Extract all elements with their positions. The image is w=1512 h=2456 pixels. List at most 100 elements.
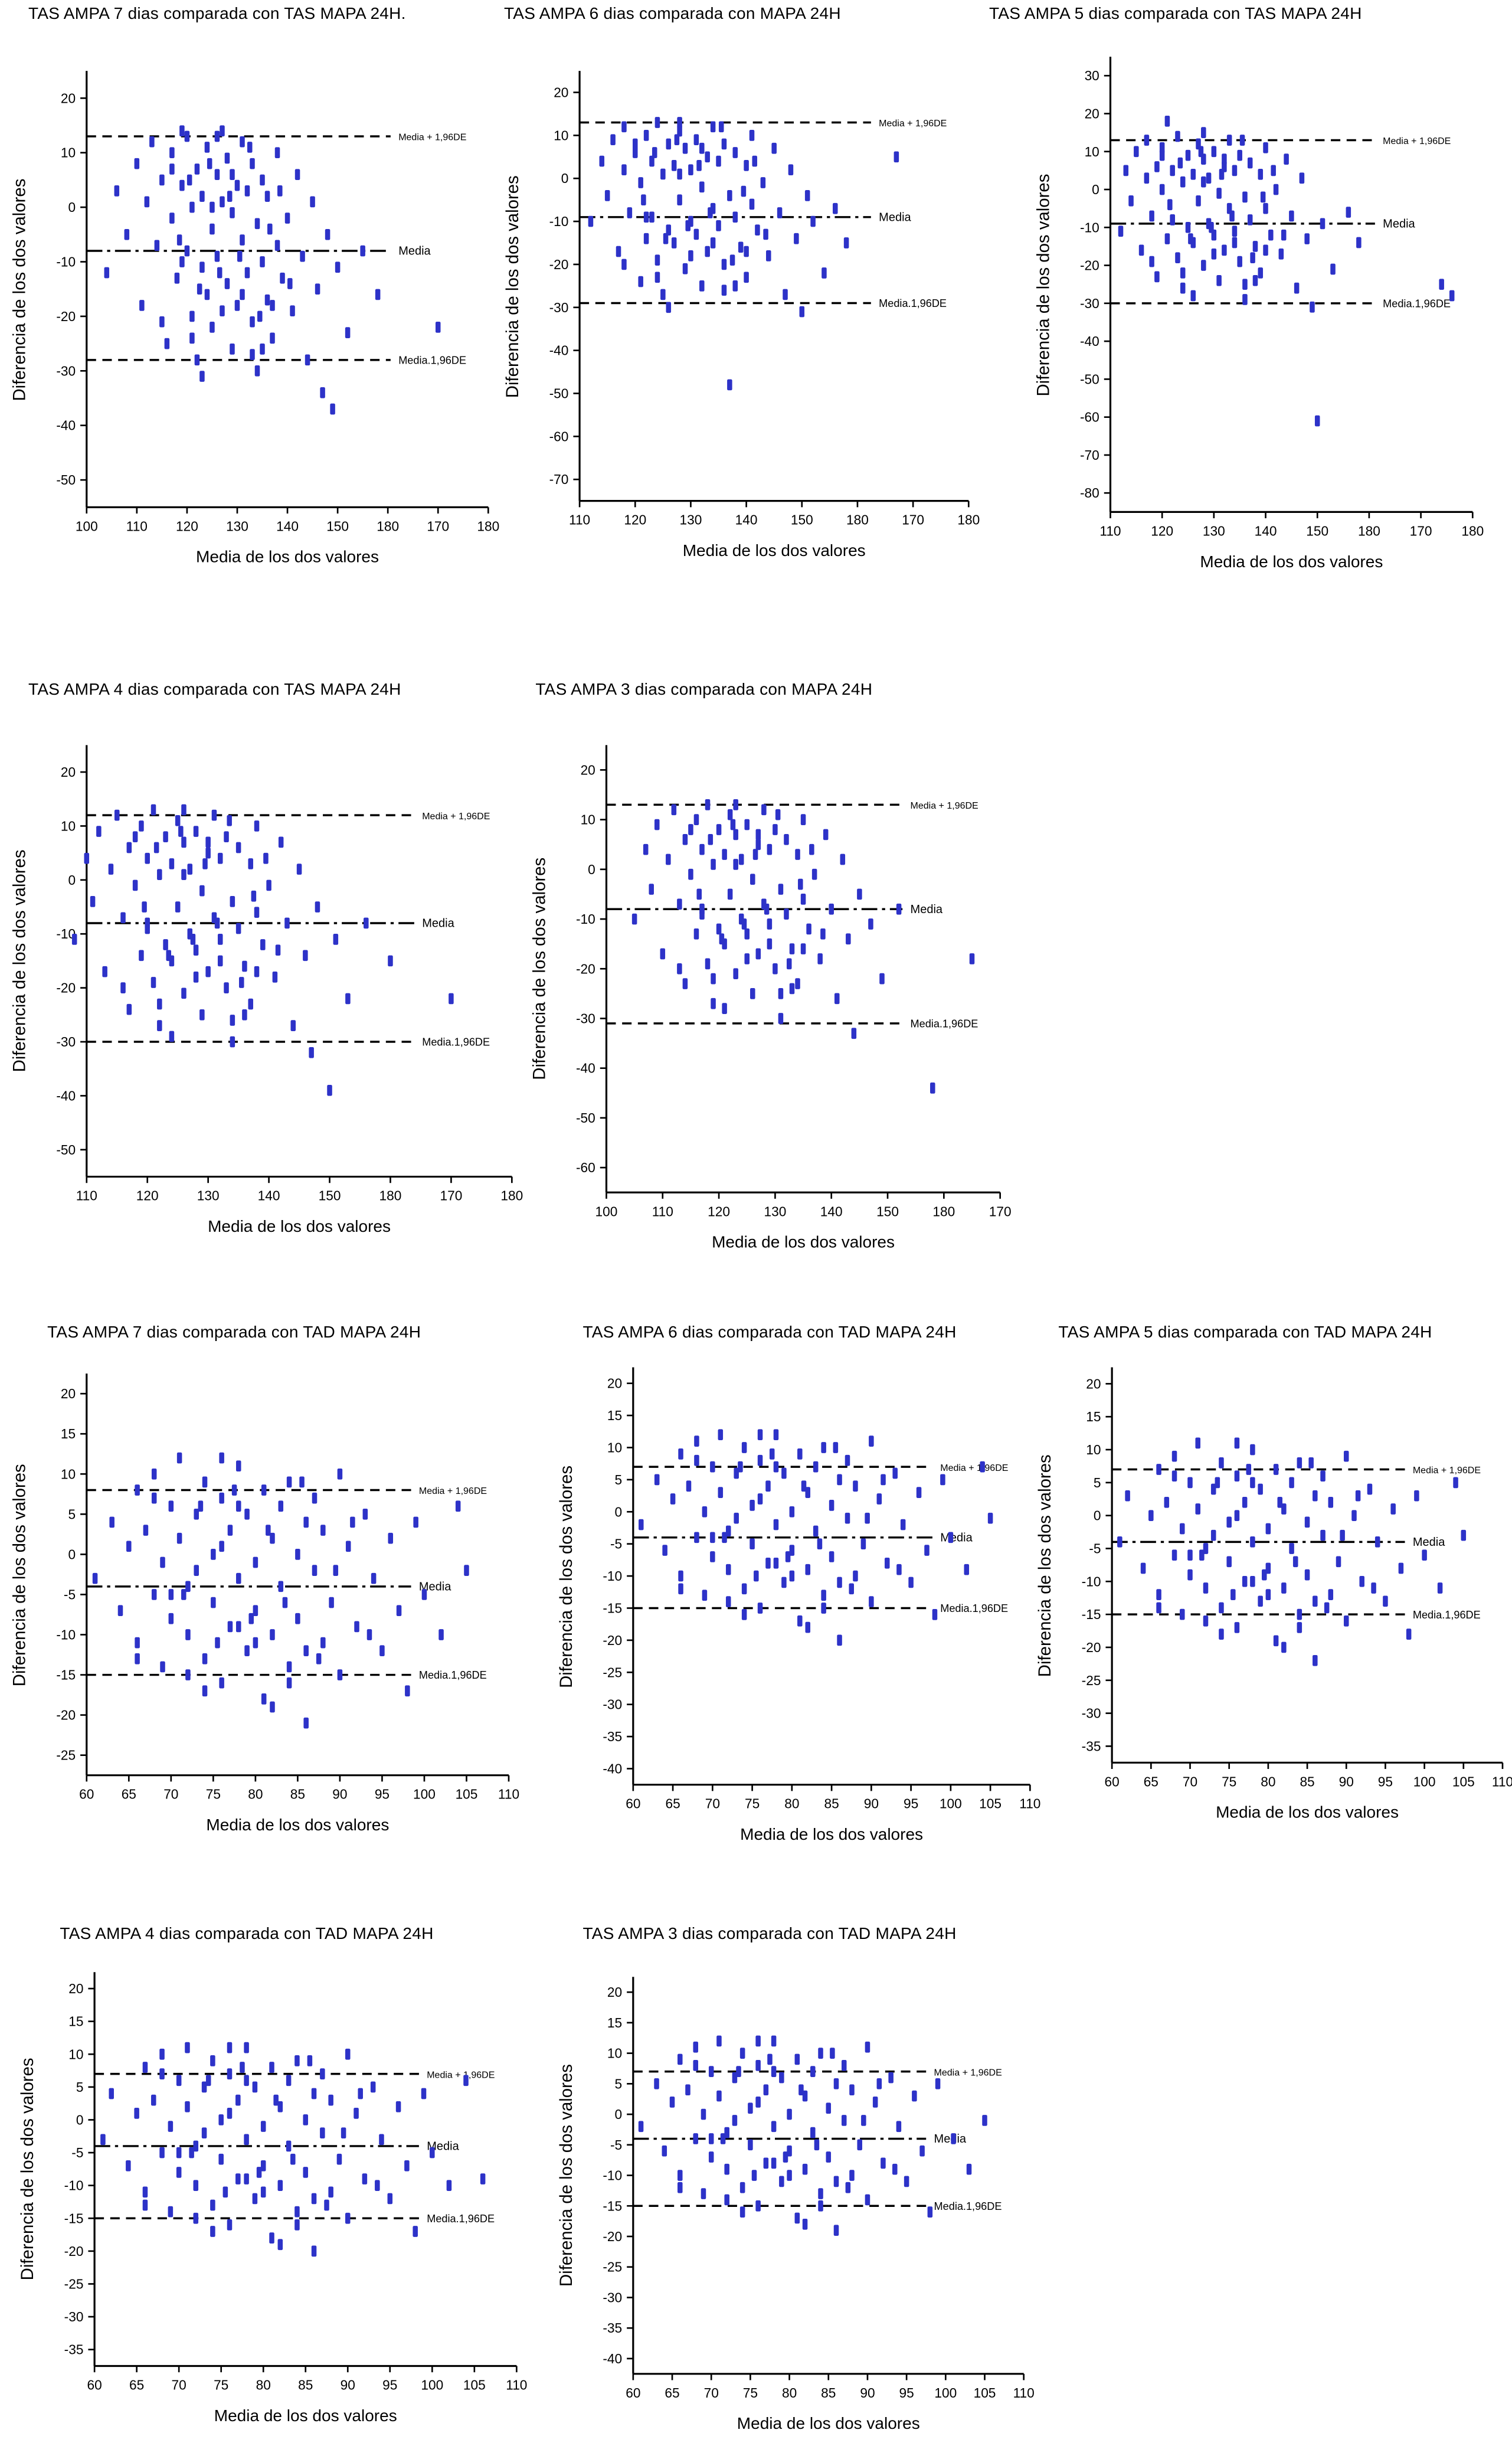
data-point: [881, 2157, 886, 2169]
data-point: [708, 2151, 714, 2163]
upper-limit-label: Media + 1,96DE: [940, 1463, 1008, 1473]
y-tick-label: 0: [68, 200, 76, 215]
data-point: [1273, 1635, 1279, 1647]
x-axis-label: Media de los dos valores: [1200, 552, 1383, 572]
data-point: [264, 294, 270, 306]
data-point: [217, 934, 223, 945]
data-point: [240, 136, 245, 148]
data-point: [638, 177, 643, 188]
upper-limit-label: Media + 1,96DE: [422, 812, 490, 822]
data-point: [360, 245, 365, 257]
data-point: [1190, 168, 1196, 180]
data-point: [214, 250, 220, 262]
data-point: [744, 928, 750, 940]
x-tick-label: 60: [1105, 1774, 1120, 1789]
data-point: [190, 934, 196, 945]
y-tick-label: -20: [56, 980, 76, 996]
data-point: [1281, 1503, 1287, 1515]
data-point: [114, 809, 120, 821]
data-point: [733, 859, 738, 870]
chart-title: TAS AMPA 4 dias comparada con TAS MAPA 2…: [28, 680, 401, 699]
data-point: [766, 250, 771, 261]
data-point: [732, 2072, 738, 2084]
data-point: [202, 1476, 208, 1488]
data-point: [896, 1564, 902, 1575]
data-point: [211, 1549, 216, 1560]
x-tick-label: 75: [206, 1787, 221, 1802]
y-tick-label: -40: [603, 2351, 622, 2366]
data-point: [688, 164, 693, 176]
data-point: [1258, 1595, 1263, 1607]
data-point: [810, 2127, 816, 2138]
x-axis-label: Media de los dos valores: [214, 2406, 397, 2426]
data-point: [250, 158, 255, 169]
data-point: [1343, 1450, 1349, 1462]
data-point: [666, 224, 672, 236]
y-tick-label: 0: [615, 2107, 623, 2122]
y-tick-label: -10: [603, 2168, 622, 2183]
data-point: [345, 2212, 351, 2224]
data-point: [686, 1480, 692, 1492]
data-point: [260, 256, 265, 267]
data-point: [1164, 1497, 1170, 1508]
data-point: [1185, 149, 1191, 161]
data-point: [769, 1448, 775, 1460]
data-point: [311, 2245, 317, 2257]
y-tick-label: -5: [1089, 1541, 1101, 1556]
x-tick-label: 180: [477, 518, 499, 534]
y-tick-label: -20: [56, 309, 76, 324]
y-tick-label: -25: [603, 1664, 622, 1680]
upper-limit-label: Media + 1,96DE: [911, 801, 978, 811]
data-point: [833, 2225, 839, 2236]
data-point: [1265, 1589, 1271, 1600]
x-tick-label: 140: [820, 1204, 843, 1219]
x-tick-label: 110: [1099, 523, 1121, 538]
data-point: [189, 310, 195, 322]
data-point: [741, 918, 747, 930]
data-point: [217, 852, 223, 864]
y-tick-label: -25: [64, 2276, 84, 2291]
data-point: [809, 843, 814, 855]
data-point: [1219, 1457, 1224, 1469]
y-tick-label: 10: [607, 2046, 622, 2061]
mean-line-label: Media: [1413, 1536, 1445, 1549]
x-tick-label: 170: [989, 1204, 1012, 1219]
data-point: [178, 826, 184, 837]
data-point: [1422, 1549, 1427, 1561]
data-point: [1406, 1628, 1412, 1640]
data-point: [218, 2153, 224, 2165]
data-point: [702, 1506, 708, 1518]
data-point: [235, 1621, 241, 1633]
data-point: [1196, 195, 1201, 207]
data-point: [1247, 214, 1253, 225]
data-point: [244, 2173, 249, 2184]
x-tick-label: 110: [652, 1204, 673, 1219]
data-point: [350, 1516, 355, 1528]
data-point: [787, 2145, 792, 2157]
data-point: [1219, 168, 1225, 180]
x-tick-label: 105: [974, 2385, 996, 2401]
data-point: [721, 284, 727, 296]
y-tick-label: -70: [1080, 447, 1099, 463]
data-point: [239, 977, 244, 988]
data-point: [1226, 1516, 1232, 1528]
data-point: [666, 853, 671, 865]
y-tick-label: -30: [56, 1034, 76, 1049]
data-point: [660, 168, 666, 180]
data-point: [126, 842, 132, 853]
data-point: [829, 1551, 834, 1562]
x-tick-label: 90: [860, 2385, 875, 2401]
data-point: [739, 2182, 745, 2193]
data-point: [649, 884, 654, 895]
y-tick-label: -50: [56, 1142, 76, 1157]
data-point: [775, 809, 781, 820]
y-tick-label: -10: [603, 1568, 622, 1584]
data-point: [311, 2088, 317, 2099]
data-point: [413, 2226, 418, 2237]
data-point: [705, 958, 711, 970]
data-point: [773, 1519, 779, 1530]
data-point: [896, 2121, 902, 2133]
data-point: [135, 1637, 140, 1649]
data-point: [235, 1500, 241, 1512]
x-tick-label: 65: [129, 2377, 144, 2392]
